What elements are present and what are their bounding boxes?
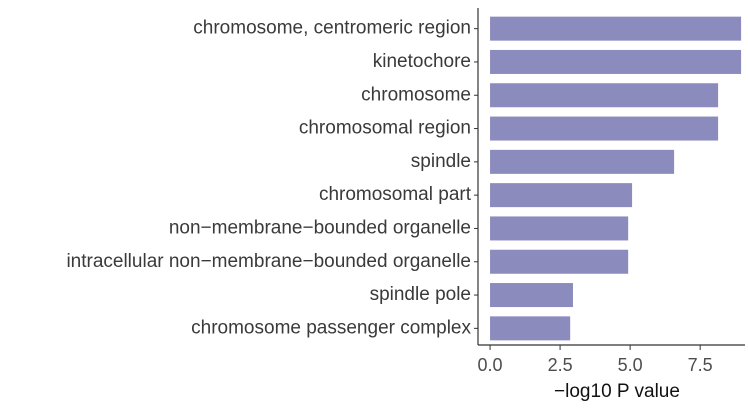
x-tick-label: 5.0: [618, 355, 643, 375]
y-tick-label: spindle: [411, 151, 471, 172]
bar: [490, 183, 633, 208]
y-tick-label: non−membrane−bounded organelle: [169, 217, 471, 238]
bar: [490, 216, 629, 241]
y-tick-label: chromosomal part: [319, 184, 472, 205]
bar: [490, 83, 719, 108]
bar: [490, 316, 571, 341]
x-tick-label: 0.0: [478, 355, 503, 375]
y-tick-label: intracellular non−membrane−bounded organ…: [66, 251, 471, 272]
bar: [490, 16, 742, 41]
y-tick-label: chromosome, centromeric region: [193, 18, 471, 39]
y-tick-label: kinetochore: [373, 51, 471, 72]
bar: [490, 283, 573, 308]
y-tick-label: spindle pole: [370, 284, 471, 305]
bar: [490, 116, 719, 141]
bar: [490, 149, 675, 174]
bar: [490, 49, 742, 74]
x-tick-label: 7.5: [688, 355, 713, 375]
x-tick-label: 2.5: [548, 355, 573, 375]
y-tick-label: chromosome: [361, 84, 471, 105]
y-tick-label: chromosomal region: [299, 118, 471, 139]
bar: [490, 249, 629, 274]
x-axis-title: −log10 P value: [554, 381, 680, 402]
y-tick-label: chromosome passenger complex: [191, 317, 471, 338]
